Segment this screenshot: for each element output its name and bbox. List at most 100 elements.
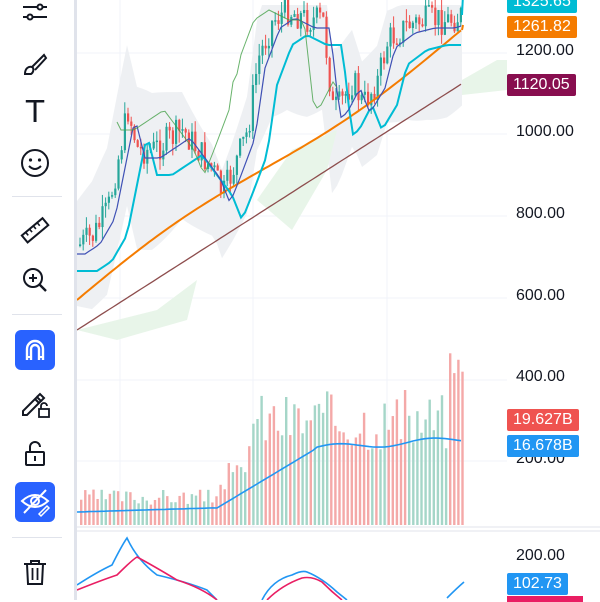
candle-body: [178, 119, 181, 131]
cloud-green: [77, 280, 197, 340]
volume-bar: [170, 502, 173, 525]
candle-body: [280, 12, 283, 24]
candle-body: [200, 142, 203, 161]
trend-lines-tool[interactable]: [15, 0, 55, 34]
zoom-in-tool[interactable]: [15, 260, 55, 300]
ruler-tool[interactable]: [15, 211, 55, 251]
candle-body: [82, 234, 85, 245]
volume-bar: [116, 491, 120, 525]
candle-body: [165, 126, 168, 151]
indicator-line-pink: [77, 556, 218, 600]
candle-body: [267, 45, 270, 49]
candle-body: [203, 142, 206, 169]
volume-bar: [153, 499, 157, 525]
candle-body: [386, 46, 389, 64]
magnet-icon: [25, 339, 45, 360]
candle-body: [274, 20, 277, 22]
volume-bar: [280, 435, 284, 525]
unlock-tool[interactable]: [15, 433, 55, 473]
volume-bar: [133, 499, 136, 525]
price-axis-label: 400.00: [516, 368, 565, 385]
candle-body: [111, 195, 114, 197]
volume-bar: [285, 397, 288, 525]
volume-bar: [100, 489, 103, 525]
candle-body: [91, 235, 94, 241]
candle-body: [248, 130, 251, 133]
volume-ma-line: [77, 437, 462, 513]
candle-body: [123, 113, 126, 151]
volume-bar: [436, 410, 440, 525]
volume-bar: [301, 433, 304, 525]
candle-body: [459, 8, 462, 23]
volume-bar: [215, 496, 218, 525]
candle-body: [104, 202, 107, 207]
candle-body: [415, 17, 418, 23]
text-icon: T: [25, 95, 45, 130]
volume-bar: [145, 500, 148, 525]
candle-body: [322, 12, 325, 17]
candle-body: [210, 163, 213, 168]
candle-body: [335, 96, 338, 100]
candle-body: [85, 227, 88, 235]
price-badge-cyan: 1325.65: [507, 0, 577, 13]
volume-bar: [461, 371, 464, 525]
candle-body: [408, 21, 411, 29]
candle-body: [258, 55, 261, 74]
lock-drawing-tool[interactable]: [15, 383, 55, 423]
candle-body: [255, 73, 258, 86]
volume-bar: [248, 446, 251, 525]
volume-bar: [309, 420, 312, 525]
volume-bar: [289, 435, 292, 525]
candle-body: [389, 27, 392, 47]
chart-area[interactable]: 1200.00 1000.00 800.00 600.00 400.00 200…: [77, 0, 600, 602]
candle-body: [450, 14, 453, 23]
candle-body: [392, 27, 395, 44]
candle-body: [197, 151, 200, 161]
candle-body: [95, 222, 98, 241]
volume-bar: [330, 394, 333, 525]
candle-body: [437, 10, 440, 26]
volume-bar: [358, 433, 362, 525]
volume-bar: [112, 490, 116, 525]
candle-body: [79, 244, 82, 246]
text-tool[interactable]: T: [15, 93, 55, 133]
price-chart[interactable]: [77, 0, 600, 600]
candle-body: [194, 131, 197, 152]
ruler-icon: [20, 216, 50, 244]
candle-body: [229, 169, 232, 184]
candle-body: [367, 91, 370, 106]
volume-bar: [157, 497, 161, 525]
volume-bar: [362, 412, 366, 525]
volume-bar: [227, 463, 230, 525]
emoji-tool[interactable]: [15, 143, 55, 183]
candle-body: [338, 91, 341, 97]
candle-body: [101, 206, 104, 228]
volume-bar: [326, 391, 329, 525]
candle-body: [133, 125, 136, 141]
lagging-line: [116, 9, 338, 174]
toolbar-separator: [12, 537, 62, 538]
toolbar-separator: [12, 196, 62, 197]
magnet-tool[interactable]: [15, 330, 55, 370]
moving-averages: [77, 0, 464, 331]
cloud-green: [257, 130, 337, 230]
volume-bar: [268, 413, 271, 525]
candle-body: [303, 9, 306, 14]
delete-tool[interactable]: [15, 552, 55, 592]
candle-body: [293, 14, 296, 17]
candle-body: [130, 121, 133, 126]
ma-long-line: [77, 83, 462, 331]
candle-body: [319, 7, 322, 13]
volume-badge-red: 19.627B: [507, 409, 579, 431]
hide-drawings-tool[interactable]: [15, 482, 55, 522]
candle-body: [370, 93, 373, 106]
volume-bar: [350, 445, 353, 525]
brush-tool[interactable]: [15, 45, 55, 85]
volume-bar: [297, 408, 300, 525]
emoji-icon: [21, 149, 49, 177]
volume-bar: [84, 490, 87, 525]
volume-bar: [428, 399, 431, 525]
volume-bar: [453, 373, 456, 525]
volume-bar: [264, 440, 267, 525]
ma-mid-line: [77, 34, 461, 272]
